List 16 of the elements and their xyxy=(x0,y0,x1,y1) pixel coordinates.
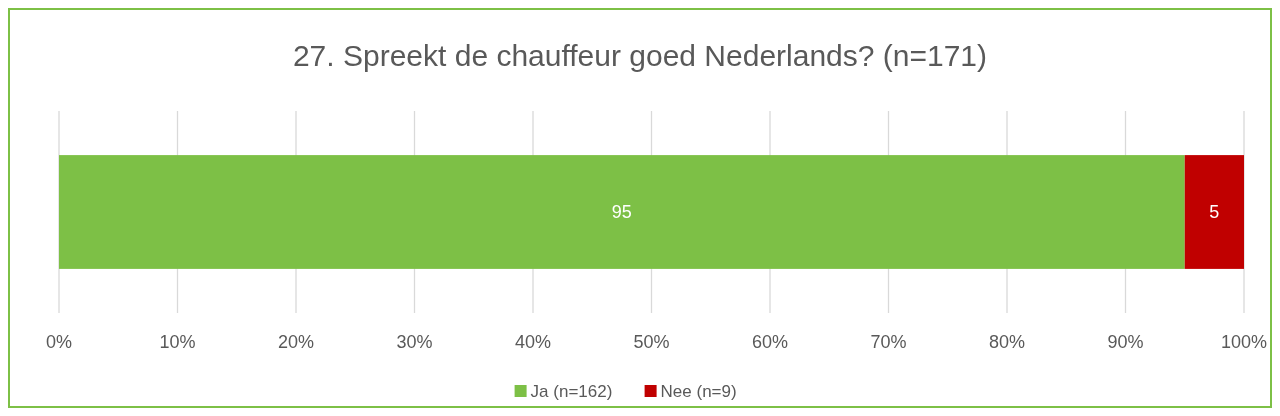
x-tick-label: 30% xyxy=(396,332,433,352)
data-label: 5 xyxy=(1209,202,1220,223)
chart-title: 27. Spreekt de chauffeur goed Nederlands? (n=171) xyxy=(292,39,988,72)
x-tick-label: 60% xyxy=(751,332,789,352)
legend-label: Ja (n=162) xyxy=(530,381,613,401)
x-tick-label: 10% xyxy=(159,332,196,352)
legend-label: Nee (n=9) xyxy=(660,381,737,401)
x-tick-label: 50% xyxy=(633,332,670,352)
x-tick-label: 20% xyxy=(277,332,315,352)
x-tick-label: 70% xyxy=(870,332,907,352)
x-tick-label: 0% xyxy=(45,332,73,352)
x-tick-label: 80% xyxy=(988,332,1026,352)
x-tick-label: 40% xyxy=(514,332,552,352)
data-label: 95 xyxy=(611,202,632,223)
x-tick-label: 90% xyxy=(1107,332,1144,352)
x-tick-label: 100% xyxy=(1220,332,1268,352)
